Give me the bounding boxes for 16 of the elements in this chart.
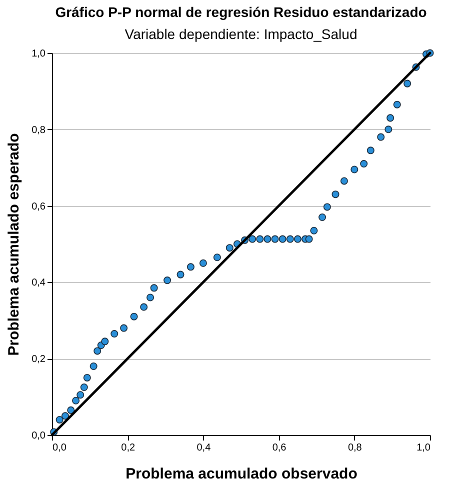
- y-tick-label: 0,2: [32, 354, 46, 366]
- y-tick-label: 0,0: [32, 430, 46, 442]
- x-axis-title: Problema acumulado observado: [126, 466, 358, 482]
- x-tick-label: 0,8: [348, 442, 362, 454]
- y-tick-label: 1,0: [32, 48, 46, 60]
- x-tick-label: 1,0: [416, 442, 431, 454]
- chart-subtitle: Variable dependiente: Impacto_Salud: [124, 26, 358, 42]
- x-tick-label: 0,6: [272, 442, 287, 454]
- y-tick-label: 0,8: [32, 124, 46, 136]
- x-tick-label: 0,0: [52, 442, 67, 454]
- y-axis-title: Problema acumulado esperado: [6, 133, 23, 356]
- y-tick-label: 0,4: [32, 278, 46, 289]
- x-tick-label: 0,4: [196, 442, 212, 454]
- chart-title: Gráfico P-P normal de regresión Residuo estandarizado: [55, 4, 427, 20]
- x-tick-label: 0,2: [121, 442, 136, 454]
- y-tick-label: 0,6: [32, 201, 46, 212]
